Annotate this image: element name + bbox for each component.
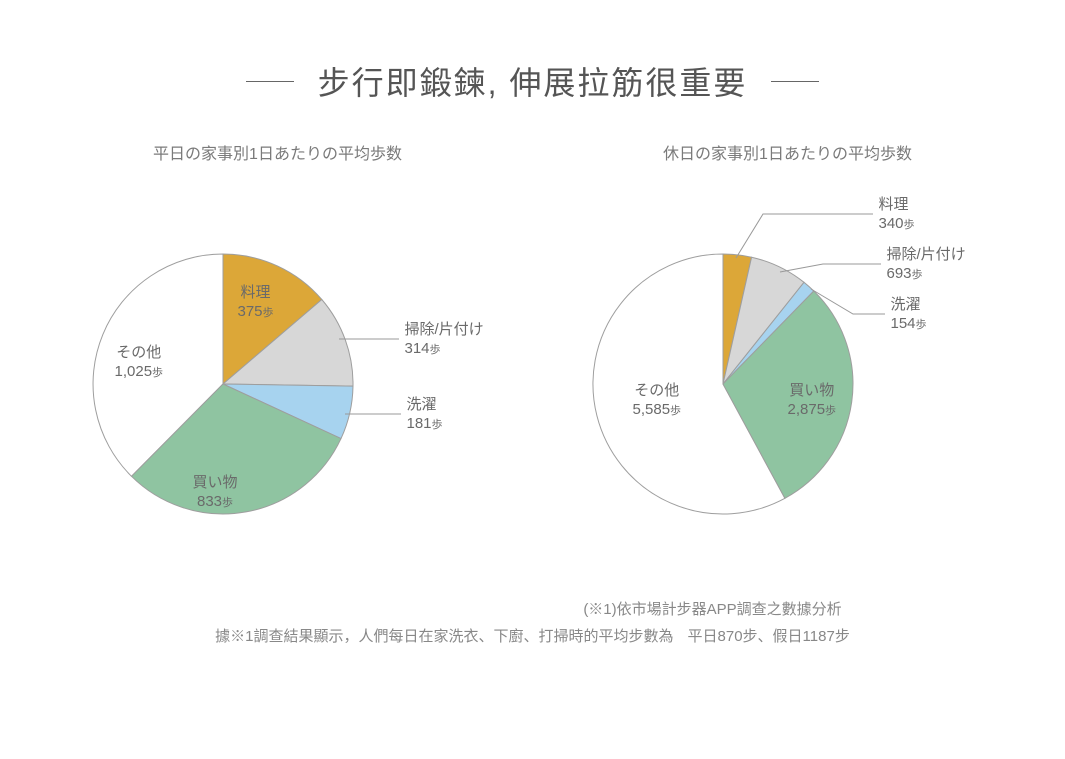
chart-holiday-subtitle: 休日の家事別1日あたりの平均歩数 [663,140,912,164]
charts-row: 平日の家事別1日あたりの平均歩数 [0,140,1065,544]
label-other-name: その他 [116,344,161,361]
pie-weekday-svg [43,184,513,544]
chart-weekday: 平日の家事別1日あたりの平均歩数 [43,140,513,544]
label-shopping-2-val: 2,875 [788,401,826,418]
label-shopping-2: 買い物 2,875歩 [788,382,837,420]
footer-summary-a: 據※1調查結果顯示，人們每日在家洗衣、下廚、打掃時的平均步數為 [215,628,673,645]
label-cleaning-2: 掃除/片付け 693歩 [887,246,966,284]
label-laundry-2: 洗濯 154歩 [891,296,927,334]
chart-holiday-area: 料理 340歩 掃除/片付け 693歩 洗濯 154歩 買い物 2,875歩 そ… [553,184,1023,544]
label-cooking-2-name: 料理 [879,196,909,213]
leader-cooking-2 [736,214,873,258]
label-cleaning-2-name: 掃除/片付け [887,246,966,263]
footer-summary: 據※1調查結果顯示，人們每日在家洗衣、下廚、打掃時的平均步數為平日870步、假日… [0,625,1065,646]
chart-weekday-area: 料理 375歩 買い物 833歩 その他 1,025歩 掃除/片付け 314歩 … [43,184,513,544]
label-other-unit: 歩 [152,367,163,379]
label-cleaning-2-unit: 歩 [912,269,923,281]
label-shopping: 買い物 833歩 [193,474,238,512]
label-laundry-2-unit: 歩 [916,319,927,331]
title-dash-right [771,81,819,82]
label-laundry: 洗濯 181歩 [407,396,443,434]
label-other-val: 1,025 [115,363,153,380]
footer: (※1)依市場計步器APP調查之數據分析 據※1調查結果顯示，人們每日在家洗衣、… [0,598,1065,646]
label-laundry-val: 181 [407,415,432,432]
label-laundry-2-val: 154 [891,315,916,332]
label-other-2-unit: 歩 [670,405,681,417]
label-cooking-2-unit: 歩 [904,219,915,231]
label-shopping-unit: 歩 [222,497,233,509]
leader-cleaning-2 [780,264,881,272]
footer-source: (※1)依市場計步器APP調查之數據分析 [0,598,1065,619]
label-shopping-2-unit: 歩 [825,405,836,417]
label-other-2-val: 5,585 [633,401,671,418]
footer-summary-b: 平日870步、假日1187步 [688,628,850,645]
label-cleaning-name: 掃除/片付け [405,321,484,338]
title-row: 步行即鍛鍊, 伸展拉筋很重要 [0,0,1065,104]
label-shopping-val: 833 [197,493,222,510]
label-other: その他 1,025歩 [115,344,164,382]
label-cooking-val: 375 [238,303,263,320]
chart-holiday: 休日の家事別1日あたりの平均歩数 [553,140,1023,544]
label-cleaning-unit: 歩 [430,344,441,356]
chart-weekday-subtitle: 平日の家事別1日あたりの平均歩数 [153,140,402,164]
label-cleaning: 掃除/片付け 314歩 [405,321,484,359]
label-shopping-name: 買い物 [193,474,238,491]
label-cleaning-2-val: 693 [887,265,912,282]
label-laundry-2-name: 洗濯 [891,296,921,313]
label-shopping-2-name: 買い物 [789,382,834,399]
label-laundry-name: 洗濯 [407,396,437,413]
label-cooking: 料理 375歩 [238,284,274,322]
main-title: 步行即鍛鍊, 伸展拉筋很重要 [318,58,748,104]
label-cooking-name: 料理 [241,284,271,301]
label-cleaning-val: 314 [405,340,430,357]
label-cooking-unit: 歩 [263,307,274,319]
label-other-2-name: その他 [634,382,679,399]
label-cooking-2: 料理 340歩 [879,196,915,234]
title-dash-left [246,81,294,82]
pie-holiday-svg [553,184,1023,544]
label-cooking-2-val: 340 [879,215,904,232]
label-laundry-unit: 歩 [432,419,443,431]
label-other-2: その他 5,585歩 [633,382,682,420]
